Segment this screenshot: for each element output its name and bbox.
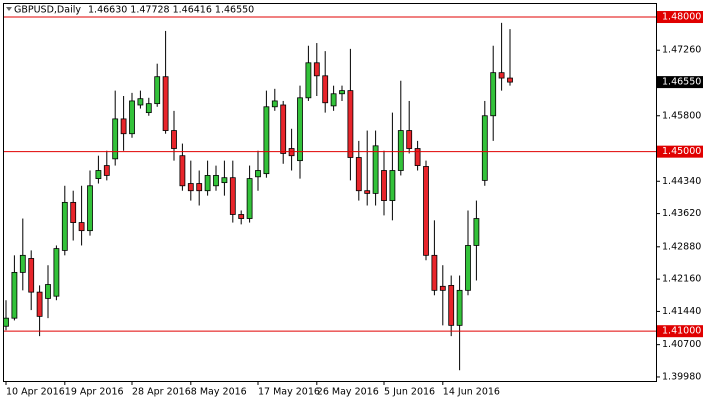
candle-body <box>11 271 18 319</box>
candle-body <box>238 214 245 219</box>
x-tick-label: 26 May 2016 <box>317 387 379 398</box>
level-label: 1.48000 <box>662 12 701 23</box>
candle-body <box>70 201 77 223</box>
candle-body <box>271 100 278 108</box>
candle-body <box>297 97 303 162</box>
x-tick-label: 14 Jun 2016 <box>443 387 500 398</box>
x-tick-label: 19 Apr 2016 <box>65 387 124 398</box>
candle-body <box>187 183 194 192</box>
candle-body <box>507 77 513 83</box>
candle-body <box>381 170 387 201</box>
candle-body <box>355 157 362 192</box>
candle-body <box>45 284 51 299</box>
candle-body <box>465 245 471 291</box>
candle-body <box>280 104 287 154</box>
candle-body <box>313 62 320 77</box>
y-tick-label: 1.42160 <box>662 274 701 285</box>
y-tick-label: 1.41440 <box>662 306 701 317</box>
candle-body <box>364 190 371 194</box>
y-tick-label: 1.47260 <box>662 45 701 56</box>
candle-body <box>246 178 253 219</box>
candle-body <box>112 118 119 160</box>
candle-body <box>439 285 446 291</box>
candle-body <box>129 100 135 135</box>
candle-body <box>389 170 396 201</box>
candle-body <box>19 254 26 273</box>
candle-body <box>221 177 228 184</box>
candle-body <box>204 175 211 192</box>
candle-body <box>120 118 127 135</box>
candle-body <box>28 258 35 293</box>
candle-body <box>36 291 43 317</box>
y-tick-label: 1.43620 <box>662 208 701 219</box>
candle-body <box>339 90 345 95</box>
candle-body <box>423 166 429 256</box>
level-box <box>657 325 703 338</box>
candle-body <box>61 201 68 251</box>
candle-body <box>305 62 312 99</box>
candle-body <box>53 248 60 297</box>
last-price-label: 1.46550 <box>662 77 701 88</box>
y-tick-label: 1.39980 <box>662 371 701 382</box>
last-price-box <box>657 76 703 89</box>
candle-body <box>229 177 236 215</box>
candle-body <box>3 317 9 327</box>
x-tick-label: 17 May 2016 <box>258 387 320 398</box>
candle-body <box>137 98 144 106</box>
chart-title: GBPUSD,Daily <box>14 5 81 16</box>
candle-body <box>397 130 404 171</box>
y-tick-label: 1.45800 <box>662 110 701 121</box>
candle-body <box>372 145 379 194</box>
candle-body <box>322 75 329 104</box>
candle-body <box>456 289 463 326</box>
x-tick-label: 8 May 2016 <box>191 387 247 398</box>
y-tick-label: 1.40700 <box>662 339 701 350</box>
candle-body <box>481 115 488 181</box>
candle-body <box>473 218 480 246</box>
candle-body <box>490 72 497 117</box>
candle-body <box>78 222 85 232</box>
candle-body <box>95 170 102 179</box>
candle-body <box>406 130 413 149</box>
x-tick-label: 28 Apr 2016 <box>132 387 191 398</box>
y-tick-label: 1.42880 <box>662 241 701 252</box>
candle-body <box>154 76 161 105</box>
chart-subtitle: 1.46630 1.47728 1.46416 1.46550 <box>88 5 254 16</box>
candle-body <box>196 183 203 192</box>
candle-body <box>448 285 455 326</box>
plot-frame <box>3 3 657 382</box>
candle-body <box>162 76 169 131</box>
candle-body <box>347 90 354 158</box>
candle-body <box>145 103 152 114</box>
candle-body <box>171 130 177 149</box>
level-box <box>657 11 703 24</box>
y-tick-label: 1.44340 <box>662 176 701 187</box>
candle-body <box>330 93 337 107</box>
level-box <box>657 145 703 158</box>
level-label: 1.45000 <box>662 146 701 157</box>
symbol-icon <box>6 7 12 11</box>
candle-body <box>431 254 438 291</box>
candle-body <box>255 170 261 178</box>
candle-body <box>498 72 505 79</box>
candle-body <box>263 106 270 175</box>
x-tick-label: 5 Jun 2016 <box>384 387 435 398</box>
candle-body <box>179 155 186 187</box>
candle-body <box>213 175 219 187</box>
candle-body <box>414 148 421 166</box>
candle-body <box>87 185 93 232</box>
x-tick-label: 10 Apr 2016 <box>6 387 65 398</box>
candle-body <box>103 165 110 176</box>
level-label: 1.41000 <box>662 326 701 337</box>
